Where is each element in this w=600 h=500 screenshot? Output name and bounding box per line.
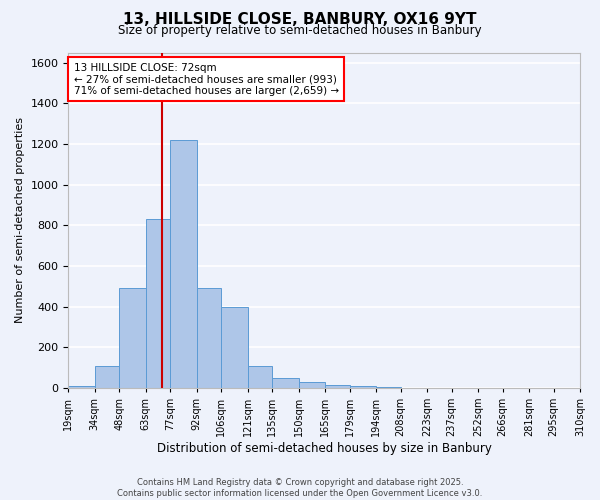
Bar [221, 306, 248, 388]
Bar [272, 378, 299, 388]
Bar [146, 219, 170, 388]
Bar [95, 366, 119, 388]
Bar [119, 288, 146, 388]
Text: Size of property relative to semi-detached houses in Banbury: Size of property relative to semi-detach… [118, 24, 482, 37]
Bar [68, 386, 95, 388]
Bar [376, 387, 401, 388]
Bar [248, 366, 272, 388]
Bar [325, 385, 350, 388]
Bar [170, 140, 197, 388]
Bar [299, 382, 325, 388]
Bar [350, 386, 376, 388]
Text: Contains HM Land Registry data © Crown copyright and database right 2025.
Contai: Contains HM Land Registry data © Crown c… [118, 478, 482, 498]
X-axis label: Distribution of semi-detached houses by size in Banbury: Distribution of semi-detached houses by … [157, 442, 491, 455]
Y-axis label: Number of semi-detached properties: Number of semi-detached properties [15, 117, 25, 323]
Text: 13 HILLSIDE CLOSE: 72sqm
← 27% of semi-detached houses are smaller (993)
71% of : 13 HILLSIDE CLOSE: 72sqm ← 27% of semi-d… [74, 62, 338, 96]
Text: 13, HILLSIDE CLOSE, BANBURY, OX16 9YT: 13, HILLSIDE CLOSE, BANBURY, OX16 9YT [123, 12, 477, 28]
Bar [197, 288, 221, 388]
